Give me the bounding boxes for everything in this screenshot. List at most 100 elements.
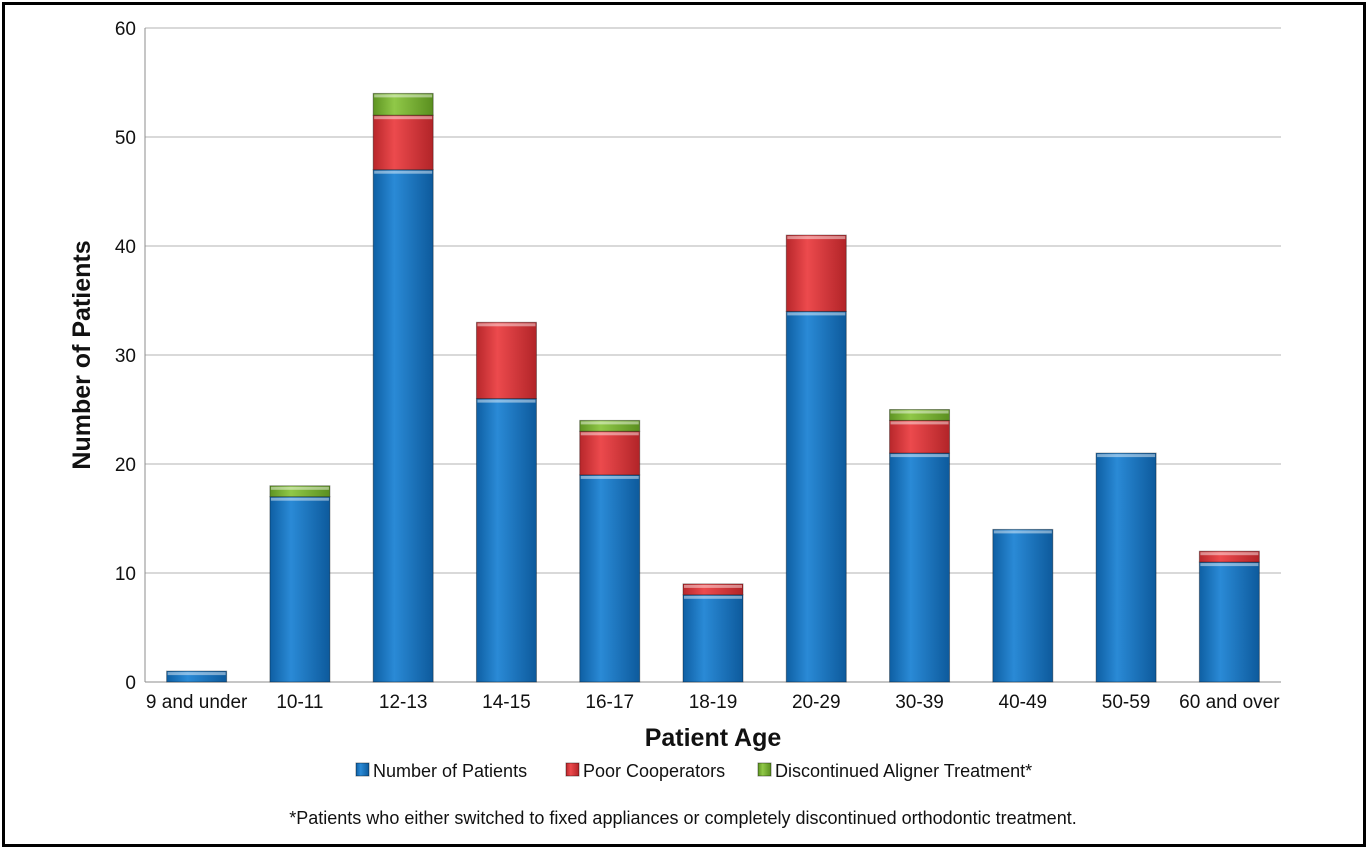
bar-segment-number-of-patients	[269, 496, 331, 683]
bar	[1095, 452, 1157, 683]
bar-segment-discontinued-aligner-treatment	[579, 419, 641, 432]
legend-label: Poor Cooperators	[583, 761, 725, 781]
bar-highlight	[1097, 454, 1156, 458]
bar-highlight	[993, 530, 1052, 534]
bar-segment-number-of-patients	[166, 670, 228, 683]
bar	[682, 583, 744, 596]
y-tick-label: 0	[125, 673, 136, 694]
bar-highlight	[580, 475, 639, 479]
y-axis-title: Number of Patients	[68, 240, 96, 469]
bar	[785, 310, 847, 683]
bar	[269, 496, 331, 683]
bar-segment-number-of-patients	[682, 594, 744, 683]
legend-swatch	[757, 762, 772, 777]
x-tick-label: 16-17	[585, 692, 634, 713]
legend-label: Discontinued Aligner Treatment*	[775, 761, 1032, 781]
bar-segment-number-of-patients	[579, 474, 641, 683]
x-tick-label: 12-13	[379, 692, 428, 713]
x-tick-label: 9 and under	[146, 692, 248, 713]
bar-segment-number-of-patients	[1095, 452, 1157, 683]
bar	[372, 92, 434, 116]
bar-segment-poor-cooperators	[785, 234, 847, 312]
bar-highlight	[684, 584, 742, 588]
bar-highlight	[1200, 552, 1259, 556]
x-tick-label: 18-19	[689, 692, 738, 713]
bar-segment-number-of-patients	[372, 169, 434, 683]
x-tick-label: 50-59	[1102, 692, 1151, 713]
legend-item: Number of Patients	[355, 761, 527, 781]
bar-highlight	[374, 170, 433, 174]
bar	[889, 409, 951, 421]
bars	[166, 92, 1260, 683]
bar	[372, 114, 434, 171]
legend-item: Discontinued Aligner Treatment*	[757, 761, 1032, 781]
bar-segment-number-of-patients	[475, 398, 537, 683]
bar-highlight	[374, 94, 433, 98]
legend-label: Number of Patients	[373, 761, 527, 781]
bar-highlight	[477, 323, 536, 327]
bar-segment-number-of-patients	[889, 452, 951, 683]
bar	[785, 234, 847, 312]
y-tick-labels: 0 10 20 30 40 50 60	[115, 19, 136, 694]
bar	[889, 419, 951, 454]
bar	[166, 670, 228, 683]
x-tick-label: 20-29	[792, 692, 841, 713]
y-tick-label: 60	[115, 19, 136, 40]
y-tick-label: 10	[115, 564, 136, 585]
legend-item: Poor Cooperators	[565, 761, 725, 781]
bar-highlight	[270, 486, 329, 490]
x-axis-title: Patient Age	[645, 724, 782, 752]
y-tick-label: 40	[115, 237, 136, 258]
bar-segment-poor-cooperators	[682, 583, 744, 596]
bar-highlight	[684, 595, 742, 599]
legend: Number of Patients Poor Cooperators Discon…	[355, 761, 1032, 781]
bar-segment-number-of-patients	[992, 528, 1054, 683]
bar	[475, 321, 537, 400]
bar-segment-poor-cooperators	[579, 430, 641, 476]
bar	[992, 528, 1054, 683]
bar	[269, 485, 331, 498]
bar	[682, 594, 744, 683]
bar-highlight	[890, 454, 949, 458]
footnote: *Patients who either switched to fixed a…	[289, 808, 1076, 828]
bar-highlight	[787, 312, 846, 316]
legend-swatch	[355, 762, 370, 777]
bar-segment-number-of-patients	[785, 310, 847, 683]
bar-segment-discontinued-aligner-treatment	[889, 409, 951, 421]
bar	[1198, 550, 1260, 563]
y-tick-label: 20	[115, 455, 136, 476]
bar-highlight	[374, 116, 433, 120]
bar-highlight	[890, 410, 949, 414]
bar-highlight	[787, 236, 846, 240]
bar-highlight	[1200, 563, 1259, 567]
legend-swatch	[565, 762, 580, 777]
gridlines	[145, 27, 1281, 574]
y-tick-label: 30	[115, 346, 136, 367]
bar	[889, 452, 951, 683]
bar	[372, 169, 434, 683]
x-tick-label: 40-49	[999, 692, 1048, 713]
bar	[579, 419, 641, 432]
bar-segment-poor-cooperators	[372, 114, 434, 171]
x-tick-labels: 9 and under 10-11 12-13 14-15 16-17 18-19 20-2…	[146, 692, 1280, 713]
x-tick-label: 30-39	[895, 692, 944, 713]
bar-highlight	[890, 421, 949, 425]
x-tick-label: 14-15	[482, 692, 531, 713]
bar-segment-number-of-patients	[1198, 561, 1260, 683]
bar-highlight	[167, 672, 226, 676]
bar-highlight	[270, 497, 329, 501]
x-tick-label: 10-11	[276, 692, 323, 713]
bar-segment-poor-cooperators	[889, 419, 951, 454]
bar-segment-poor-cooperators	[475, 321, 537, 400]
bar-segment-discontinued-aligner-treatment	[372, 92, 434, 116]
bar-segment-discontinued-aligner-treatment	[269, 485, 331, 498]
bar-highlight	[580, 421, 639, 425]
bar-highlight	[477, 399, 536, 403]
bar-highlight	[580, 432, 639, 436]
y-tick-label: 50	[115, 128, 136, 149]
x-tick-label: 60 and over	[1179, 692, 1280, 713]
bar	[1198, 561, 1260, 683]
bar	[579, 430, 641, 476]
